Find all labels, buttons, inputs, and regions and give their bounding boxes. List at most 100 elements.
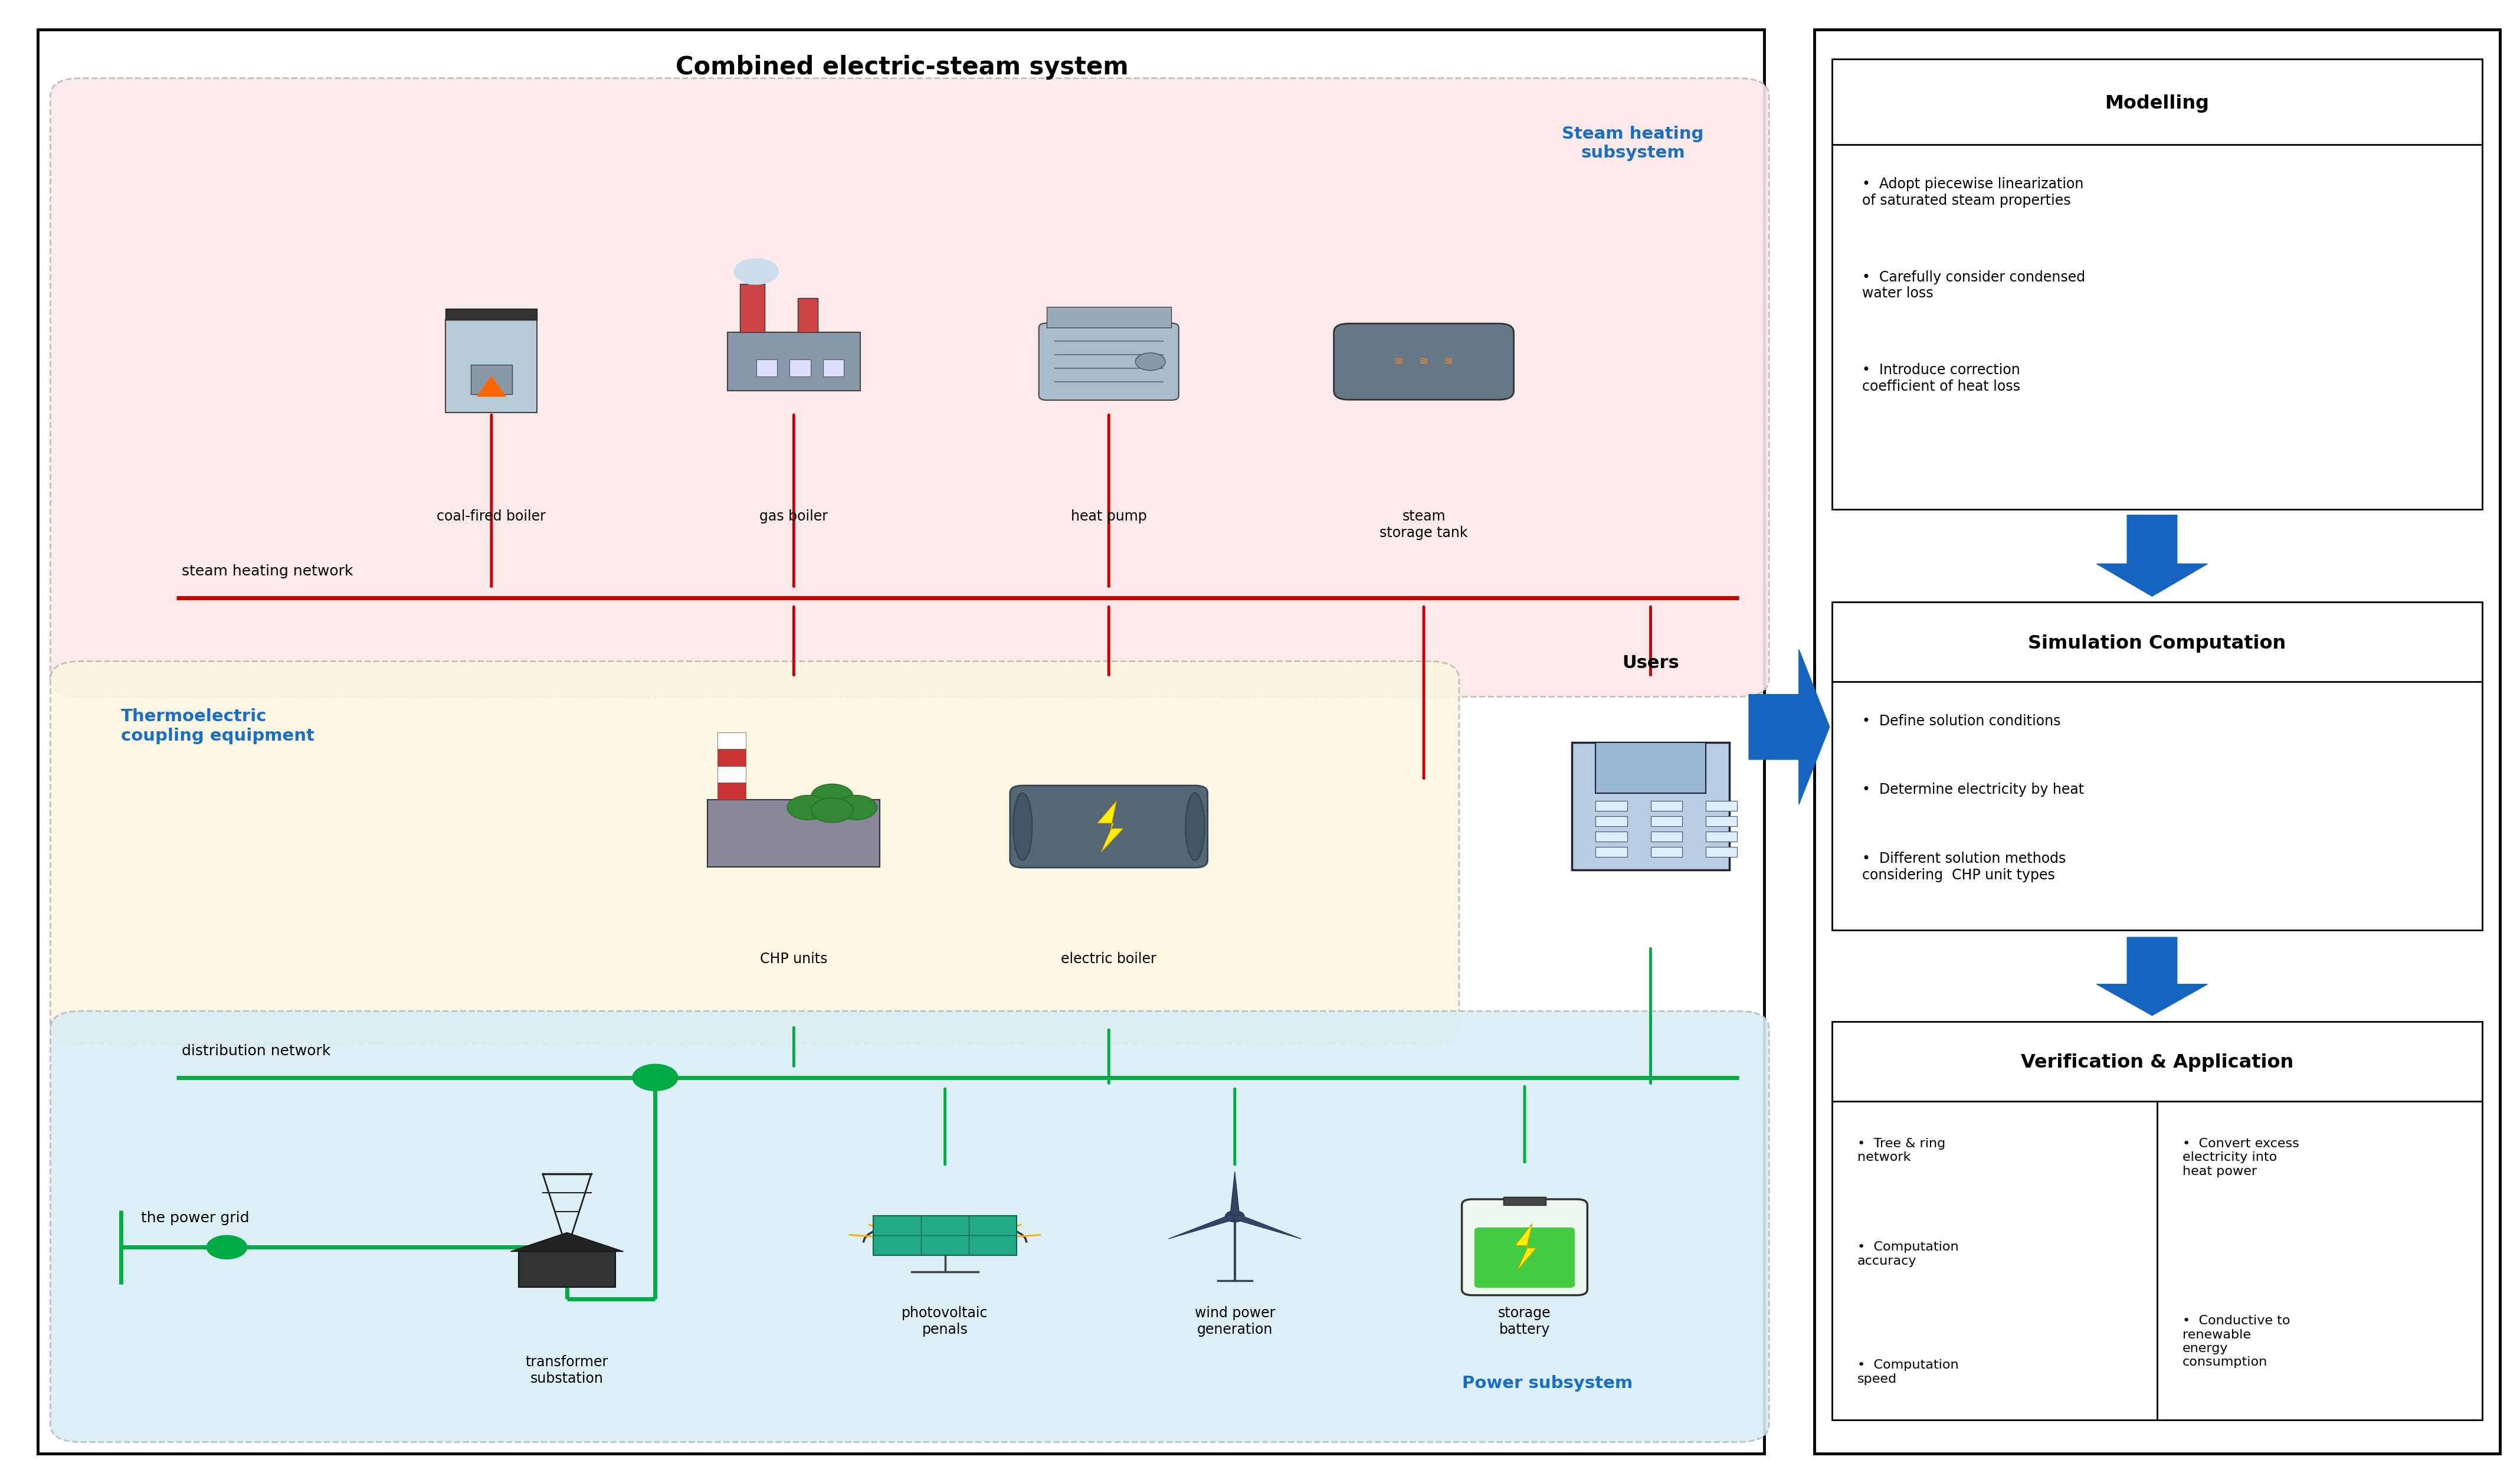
FancyBboxPatch shape bbox=[799, 298, 819, 332]
FancyBboxPatch shape bbox=[827, 807, 837, 819]
Text: Thermoelectric
coupling equipment: Thermoelectric coupling equipment bbox=[121, 708, 315, 744]
Text: the power grid: the power grid bbox=[141, 1210, 249, 1225]
FancyBboxPatch shape bbox=[446, 320, 537, 412]
Text: Combined electric-steam system: Combined electric-steam system bbox=[675, 55, 1129, 80]
FancyBboxPatch shape bbox=[728, 332, 859, 391]
FancyBboxPatch shape bbox=[1706, 816, 1736, 827]
FancyBboxPatch shape bbox=[741, 283, 764, 332]
Text: gas boiler: gas boiler bbox=[759, 509, 829, 524]
FancyBboxPatch shape bbox=[789, 359, 811, 376]
FancyBboxPatch shape bbox=[1832, 1021, 2482, 1420]
Text: ≋: ≋ bbox=[1394, 356, 1404, 368]
FancyBboxPatch shape bbox=[1832, 602, 2482, 930]
FancyBboxPatch shape bbox=[1706, 801, 1736, 812]
Text: ≋: ≋ bbox=[1419, 356, 1429, 368]
Text: •  Computation
speed: • Computation speed bbox=[1857, 1359, 1958, 1384]
Circle shape bbox=[207, 1235, 247, 1259]
FancyBboxPatch shape bbox=[874, 1216, 1018, 1255]
Text: •  Convert excess
electricity into
heat power: • Convert excess electricity into heat p… bbox=[2182, 1138, 2298, 1178]
Text: Modelling: Modelling bbox=[2104, 94, 2210, 112]
Polygon shape bbox=[476, 375, 507, 397]
Circle shape bbox=[834, 796, 877, 819]
FancyBboxPatch shape bbox=[1595, 847, 1628, 858]
FancyBboxPatch shape bbox=[718, 750, 746, 766]
Circle shape bbox=[743, 273, 761, 285]
Circle shape bbox=[1137, 353, 1164, 370]
Text: •  Introduce correction
coefficient of heat loss: • Introduce correction coefficient of he… bbox=[1862, 363, 2021, 394]
Text: •  Adopt piecewise linearization
of saturated steam properties: • Adopt piecewise linearization of satur… bbox=[1862, 177, 2084, 208]
FancyBboxPatch shape bbox=[1595, 742, 1706, 793]
FancyBboxPatch shape bbox=[1462, 1199, 1588, 1296]
FancyBboxPatch shape bbox=[1572, 742, 1729, 869]
Ellipse shape bbox=[1184, 793, 1205, 861]
Text: electric boiler: electric boiler bbox=[1061, 952, 1157, 967]
FancyBboxPatch shape bbox=[708, 800, 879, 866]
FancyBboxPatch shape bbox=[1011, 785, 1207, 868]
Text: Verification & Application: Verification & Application bbox=[2021, 1054, 2293, 1072]
FancyBboxPatch shape bbox=[50, 661, 1459, 1044]
Text: storage
battery: storage battery bbox=[1499, 1306, 1550, 1337]
Text: •  Determine electricity by heat: • Determine electricity by heat bbox=[1862, 782, 2084, 797]
Text: heat pump: heat pump bbox=[1071, 509, 1147, 524]
FancyBboxPatch shape bbox=[1651, 801, 1681, 812]
Circle shape bbox=[633, 1064, 678, 1091]
Text: •  Carefully consider condensed
water loss: • Carefully consider condensed water los… bbox=[1862, 270, 2087, 301]
FancyBboxPatch shape bbox=[1832, 59, 2482, 509]
FancyBboxPatch shape bbox=[756, 359, 776, 376]
Text: •  Different solution methods
considering  CHP unit types: • Different solution methods considering… bbox=[1862, 852, 2066, 883]
Text: CHP units: CHP units bbox=[761, 952, 827, 967]
FancyBboxPatch shape bbox=[1474, 1228, 1575, 1287]
FancyBboxPatch shape bbox=[1046, 307, 1172, 328]
Text: Simulation Computation: Simulation Computation bbox=[2029, 635, 2286, 652]
Polygon shape bbox=[512, 1232, 622, 1252]
FancyBboxPatch shape bbox=[1504, 1197, 1545, 1204]
Text: ≋: ≋ bbox=[1444, 356, 1454, 368]
FancyBboxPatch shape bbox=[718, 782, 746, 800]
FancyBboxPatch shape bbox=[38, 30, 1764, 1454]
Polygon shape bbox=[1515, 1224, 1537, 1271]
Polygon shape bbox=[1749, 649, 1830, 804]
FancyBboxPatch shape bbox=[1651, 847, 1681, 858]
FancyBboxPatch shape bbox=[1333, 323, 1515, 400]
Circle shape bbox=[811, 799, 854, 822]
FancyBboxPatch shape bbox=[824, 359, 844, 376]
FancyBboxPatch shape bbox=[1814, 30, 2500, 1454]
Text: distribution network: distribution network bbox=[181, 1044, 330, 1058]
Text: •  Computation
accuracy: • Computation accuracy bbox=[1857, 1241, 1958, 1266]
Polygon shape bbox=[2097, 937, 2208, 1015]
FancyBboxPatch shape bbox=[1706, 831, 1736, 841]
FancyBboxPatch shape bbox=[519, 1250, 615, 1287]
FancyBboxPatch shape bbox=[50, 1011, 1769, 1442]
FancyBboxPatch shape bbox=[1038, 323, 1179, 400]
Text: wind power
generation: wind power generation bbox=[1194, 1306, 1275, 1337]
Text: coal-fired boiler: coal-fired boiler bbox=[436, 509, 547, 524]
Ellipse shape bbox=[1013, 793, 1033, 861]
Polygon shape bbox=[1169, 1213, 1237, 1238]
Text: •  Tree & ring
network: • Tree & ring network bbox=[1857, 1138, 1945, 1163]
FancyBboxPatch shape bbox=[1595, 831, 1628, 841]
Polygon shape bbox=[1230, 1172, 1240, 1216]
Text: •  Define solution conditions: • Define solution conditions bbox=[1862, 714, 2061, 729]
Circle shape bbox=[1225, 1210, 1245, 1222]
Text: steam heating network: steam heating network bbox=[181, 564, 353, 579]
FancyBboxPatch shape bbox=[1651, 816, 1681, 827]
FancyBboxPatch shape bbox=[471, 365, 512, 394]
FancyBboxPatch shape bbox=[718, 732, 746, 750]
FancyBboxPatch shape bbox=[1595, 816, 1628, 827]
Circle shape bbox=[733, 258, 779, 285]
Text: photovoltaic
penals: photovoltaic penals bbox=[902, 1306, 988, 1337]
FancyBboxPatch shape bbox=[718, 766, 746, 782]
Text: steam
storage tank: steam storage tank bbox=[1378, 509, 1469, 540]
Text: Power subsystem: Power subsystem bbox=[1462, 1376, 1633, 1392]
Circle shape bbox=[786, 796, 829, 819]
Text: Users: Users bbox=[1623, 654, 1678, 672]
FancyBboxPatch shape bbox=[446, 308, 537, 320]
FancyBboxPatch shape bbox=[1706, 847, 1736, 858]
Polygon shape bbox=[1232, 1213, 1300, 1238]
Polygon shape bbox=[2097, 515, 2208, 596]
Text: •  Conductive to
renewable
energy
consumption: • Conductive to renewable energy consump… bbox=[2182, 1315, 2291, 1368]
FancyBboxPatch shape bbox=[1595, 801, 1628, 812]
Polygon shape bbox=[1096, 801, 1124, 852]
Text: transformer
substation: transformer substation bbox=[527, 1355, 607, 1386]
Circle shape bbox=[811, 784, 854, 809]
